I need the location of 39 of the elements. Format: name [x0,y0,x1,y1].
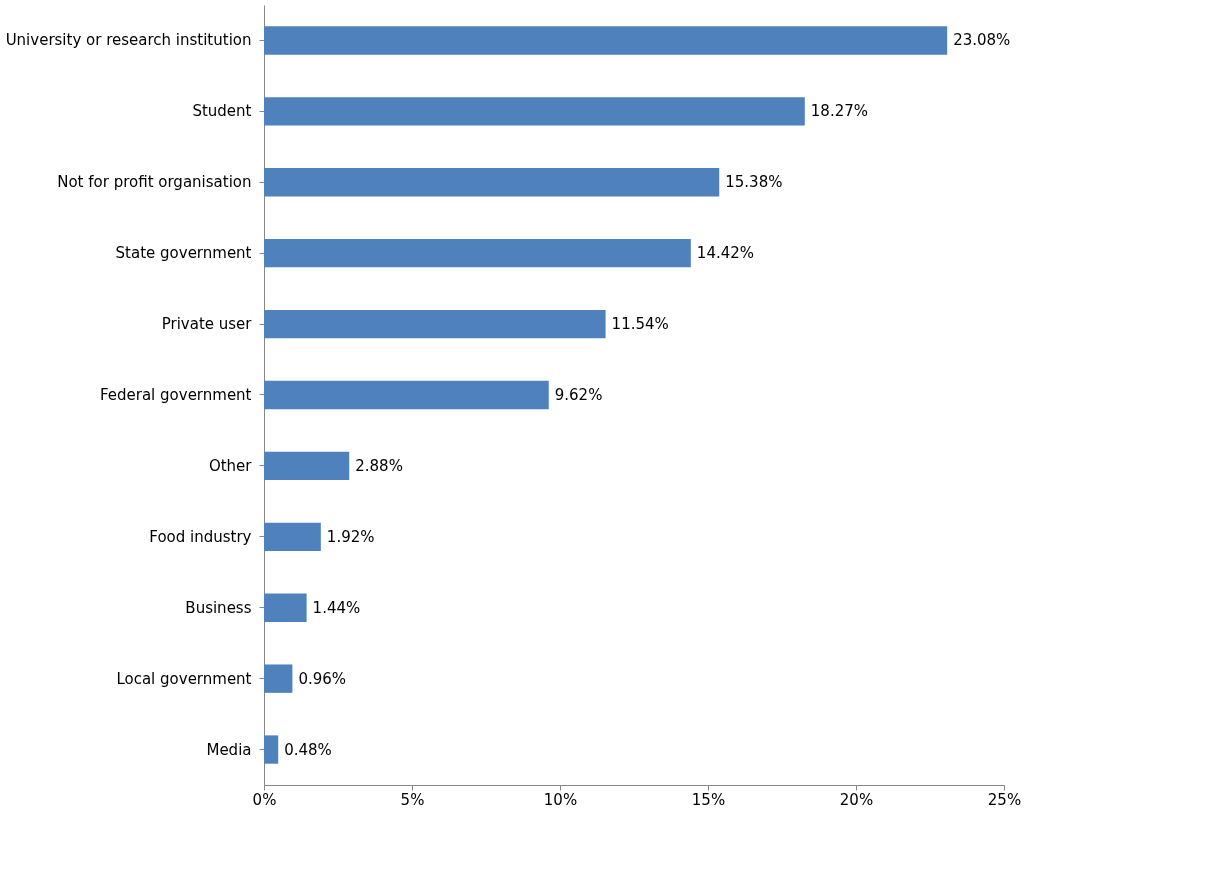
data-label: 2.88% [355,456,403,475]
bar [264,593,307,622]
data-label: 18.27% [810,102,868,121]
y-tick-label: Local government [116,669,252,688]
bar [264,168,720,197]
y-tick-label: Private user [161,315,253,334]
bar [264,97,805,126]
data-label: 23.08% [953,31,1011,50]
bar [264,735,279,764]
bar [264,26,948,55]
x-tick-label: 20% [839,790,874,809]
data-label: 1.92% [326,527,375,546]
y-tick-label: Business [185,598,252,617]
bar [264,380,549,410]
bar [264,239,691,268]
data-label: 11.54% [611,315,669,334]
y-tick-label: University or research institution [5,31,252,50]
x-tick-label: 0% [252,790,277,809]
y-tick-label: Not for profit organisation [57,173,252,192]
data-label: 9.62% [554,386,603,404]
bar [264,522,321,551]
y-tick-label: Food industry [149,527,252,546]
x-tick-label: 5% [400,790,425,809]
data-label: 15.38% [725,173,783,192]
data-label: 14.42% [696,244,755,263]
y-tick-label: Other [208,456,253,475]
x-tick-label: 10% [543,790,578,809]
data-label: 1.44% [312,598,361,617]
y-tick-label: Student [192,102,252,121]
data-label: 0.96% [298,669,347,688]
y-tick-label: Media [206,740,252,759]
bar [264,664,293,693]
y-tick-label: State government [115,244,252,263]
data-label: 0.48% [284,740,332,759]
y-tick-label: Federal government [99,386,252,404]
bar [264,309,606,339]
bar [264,451,350,481]
x-tick-label: 15% [691,790,726,809]
x-tick-label: 25% [987,790,1022,809]
